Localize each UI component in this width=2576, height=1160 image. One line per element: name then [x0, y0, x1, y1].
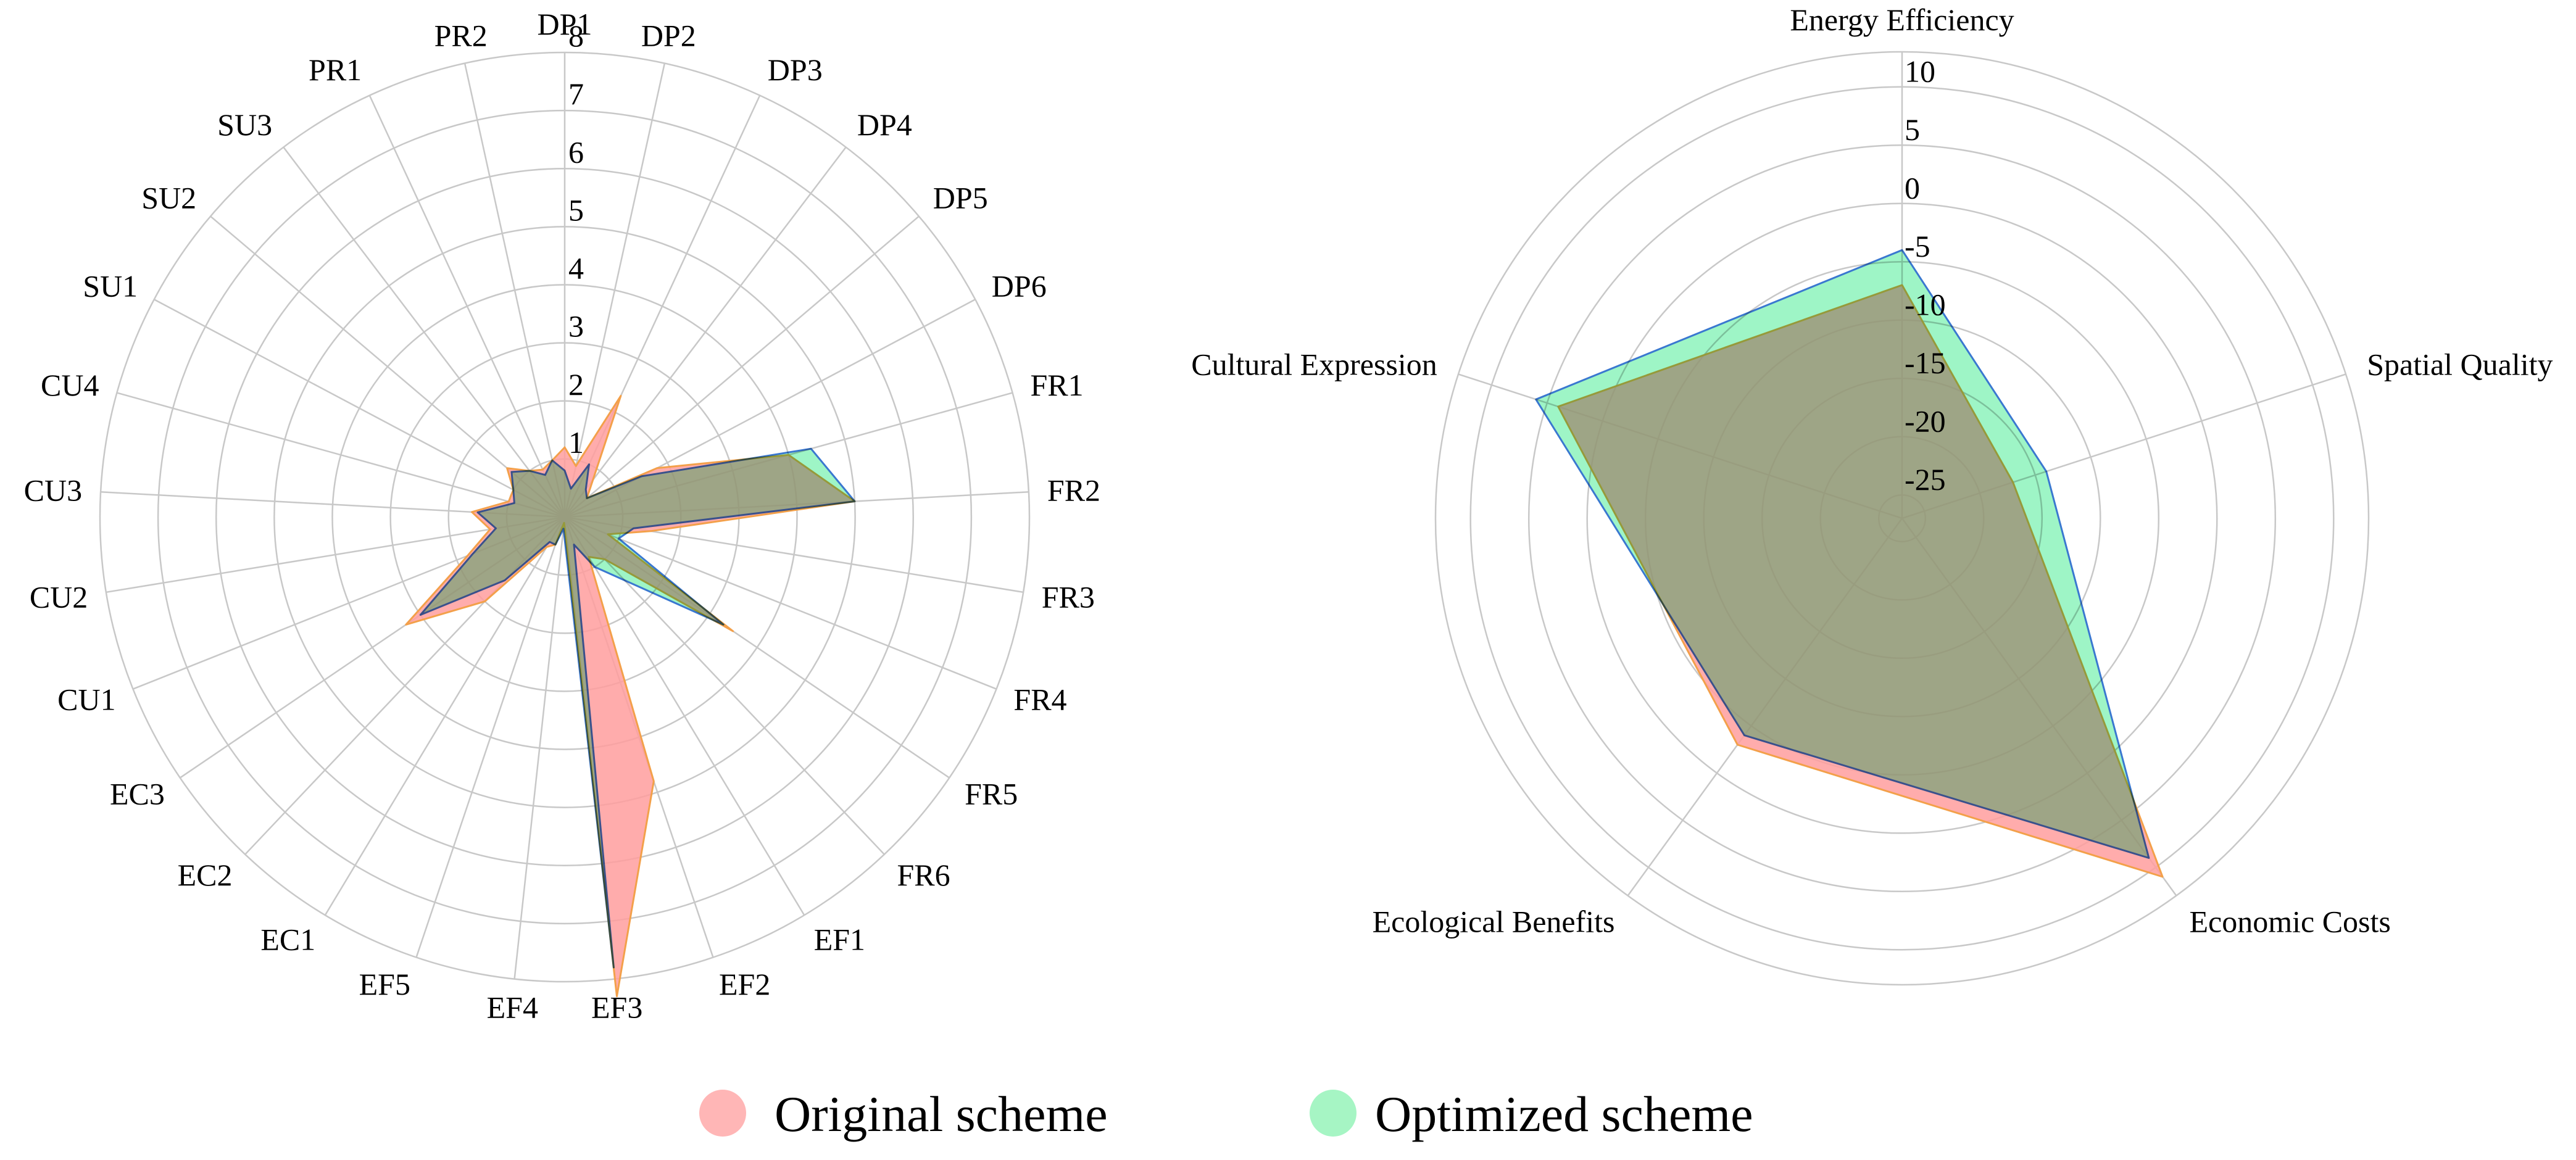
axis-label-spatial-quality: Spatial Quality — [2367, 347, 2553, 381]
axis-label-ec2: EC2 — [178, 858, 233, 892]
legend-label-optimized: Optimized scheme — [1375, 1086, 1753, 1142]
tick-label: 0 — [1905, 171, 1920, 205]
axis-label-fr4: FR4 — [1013, 682, 1066, 717]
axis-label-dp4: DP4 — [857, 107, 912, 142]
axis-label-ec3: EC3 — [110, 776, 165, 811]
tick-label: 2 — [568, 367, 584, 402]
grid-spoke — [154, 299, 565, 518]
axis-label-cu4: CU4 — [41, 368, 99, 402]
axis-label-ef4: EF4 — [487, 990, 538, 1024]
tick-label: 6 — [568, 135, 584, 169]
legend-swatch-original — [699, 1090, 746, 1137]
axis-label-ecological-benefits: Ecological Benefits — [1373, 905, 1615, 939]
axis-label-energy-efficiency: Energy Efficiency — [1790, 2, 2014, 37]
grid-spoke — [563, 516, 805, 916]
tick-label: -5 — [1905, 229, 1930, 263]
axis-label-dp5: DP5 — [933, 181, 988, 215]
grid-spoke — [117, 392, 565, 518]
axis-label-dp1: DP1 — [538, 7, 592, 41]
tick-label: 8 — [568, 19, 584, 53]
grid-spoke — [324, 516, 566, 916]
axis-label-cu2: CU2 — [30, 579, 88, 614]
tick-label: 3 — [568, 309, 584, 344]
tick-label: -25 — [1905, 462, 1946, 497]
legend-label-original: Original scheme — [775, 1086, 1108, 1142]
axis-label-cultural-expression: Cultural Expression — [1191, 347, 1437, 381]
axis-label-fr2: FR2 — [1047, 473, 1100, 508]
axis-label-fr3: FR3 — [1042, 579, 1095, 614]
grid-spoke — [564, 215, 920, 518]
tick-label: 5 — [568, 193, 584, 227]
axis-label-cu1: CU1 — [57, 682, 115, 717]
tick-label: -15 — [1905, 346, 1946, 380]
grid-spoke — [563, 63, 666, 518]
axis-label-ef5: EF5 — [359, 967, 410, 1001]
axis-label-dp6: DP6 — [992, 269, 1047, 304]
axis-label-economic-costs: Economic Costs — [2190, 905, 2391, 939]
tick-label: 7 — [568, 77, 584, 111]
axis-label-ef1: EF1 — [814, 922, 865, 957]
axis-label-dp2: DP2 — [641, 19, 696, 53]
series-optimized-scheme — [419, 447, 856, 969]
grid-spoke — [106, 516, 565, 594]
grid-spoke — [463, 63, 566, 518]
axis-label-fr5: FR5 — [965, 776, 1018, 811]
tick-label: 4 — [568, 251, 584, 286]
axis-label-su2: SU2 — [141, 181, 196, 215]
legend-swatch-optimized — [1310, 1090, 1357, 1137]
radar-chart-dimensions: -25 -20 -15 -10 -5 0 5 10 Energy Efficiency Spati… — [1191, 2, 2553, 986]
axis-label-ec1: EC1 — [260, 922, 315, 957]
tick-label: -10 — [1905, 288, 1946, 322]
axis-label-fr1: FR1 — [1031, 368, 1084, 402]
axis-label-ef2: EF2 — [719, 967, 770, 1001]
axis-label-cu3: CU3 — [24, 473, 82, 508]
axis-label-pr1: PR1 — [309, 52, 362, 87]
grid-spoke — [415, 516, 566, 958]
axis-label-su1: SU1 — [83, 269, 138, 304]
legend: Original scheme Optimized scheme — [699, 1086, 1753, 1142]
axis-label-dp3: DP3 — [768, 52, 823, 87]
grid-spoke — [283, 146, 565, 518]
series-optimized-scheme — [1535, 249, 2150, 859]
grid-spoke — [513, 516, 566, 979]
tick-label: 1 — [568, 425, 584, 460]
axis-label-pr2: PR2 — [434, 19, 488, 53]
tick-label: 5 — [1905, 112, 1920, 147]
grid-spoke — [564, 146, 847, 518]
axis-label-ef3: EF3 — [591, 990, 642, 1024]
axis-label-su3: SU3 — [217, 107, 272, 142]
axis-label-fr6: FR6 — [897, 858, 950, 892]
grid-spoke — [368, 95, 566, 518]
grid-spoke — [210, 215, 565, 518]
tick-label: -20 — [1905, 404, 1946, 439]
grid-spoke — [564, 516, 997, 690]
tick-label: 10 — [1905, 54, 1935, 89]
